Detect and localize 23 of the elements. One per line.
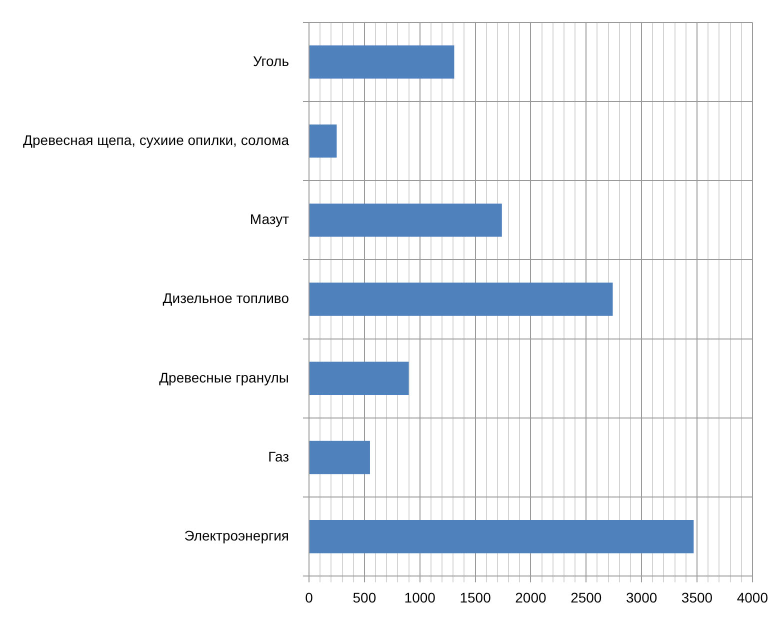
bar	[310, 440, 370, 474]
bar	[310, 362, 409, 396]
x-tick-label: 3500	[681, 589, 713, 606]
y-tick-label: Дизельное топливо	[162, 290, 290, 306]
y-tick-label: Древесная щепа, сухиие опилки, солома	[23, 132, 290, 148]
bar	[310, 204, 502, 237]
bar	[310, 45, 454, 79]
bar	[310, 282, 613, 316]
bar	[310, 124, 337, 158]
y-tick-label: Древесные гранулы	[159, 369, 289, 386]
x-tick-label: 1500	[460, 589, 492, 606]
x-tick-label: 4000	[736, 589, 768, 606]
x-tick-label: 2500	[570, 589, 602, 606]
x-tick-label: 1000	[404, 589, 436, 606]
x-tick-label: 0	[305, 589, 314, 606]
x-tick-label: 500	[352, 589, 376, 606]
x-tick-label: 3000	[626, 589, 658, 606]
bar	[310, 520, 694, 554]
y-tick-label: Мазут	[250, 211, 290, 228]
y-tick-label: Уголь	[252, 52, 289, 69]
y-tick-label: Газ	[268, 448, 289, 464]
y-tick-label: Электроэнергия	[184, 528, 289, 544]
x-tick-label: 2000	[515, 589, 546, 606]
